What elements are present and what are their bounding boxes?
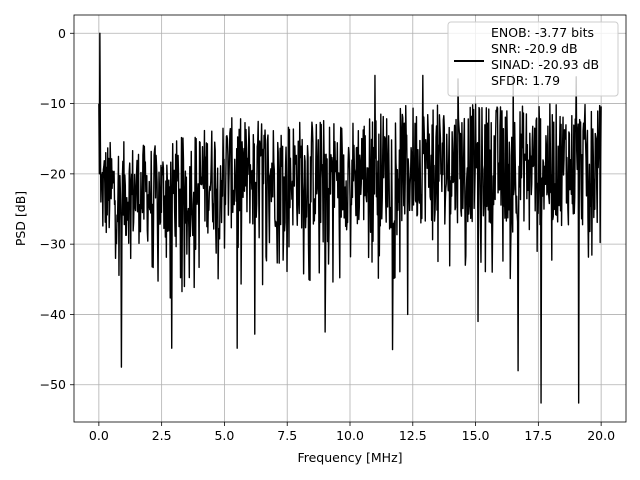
psd-line xyxy=(98,32,602,404)
y-tick-label: −10 xyxy=(40,96,66,111)
y-tick-label: −20 xyxy=(40,166,66,181)
x-tick-label: 0.0 xyxy=(89,428,109,443)
legend-entry-enob: ENOB: -3.77 bits xyxy=(491,25,594,40)
y-tick-label: −50 xyxy=(40,377,66,392)
legend-entry-sfdr: SFDR: 1.79 xyxy=(491,73,560,88)
y-axis-label: PSD [dB] xyxy=(13,191,28,246)
x-tick-label: 20.0 xyxy=(587,428,615,443)
x-axis-label: Frequency [MHz] xyxy=(297,450,402,465)
x-tick-label: 12.5 xyxy=(399,428,427,443)
series-psd xyxy=(98,32,602,404)
plot-frame xyxy=(73,14,627,423)
legend-box xyxy=(447,21,619,97)
legend: ENOB: -3.77 bits SNR: -20.9 dB SINAD: -2… xyxy=(447,21,619,97)
y-tick-label: −40 xyxy=(40,307,66,322)
x-tick-label: 2.5 xyxy=(152,428,172,443)
legend-entry-sinad: SINAD: -20.93 dB xyxy=(491,57,599,72)
y-tick-label: −30 xyxy=(40,237,66,252)
x-tick-label: 17.5 xyxy=(524,428,552,443)
x-tick-label: 5.0 xyxy=(214,428,234,443)
axes: 0.0 2.5 5.0 7.5 10.0 12.5 15.0 17.5 20.0 0 −10 −20 −… xyxy=(40,14,627,443)
x-tick-label: 10.0 xyxy=(336,428,364,443)
x-tick-label: 7.5 xyxy=(277,428,297,443)
legend-entry-snr: SNR: -20.9 dB xyxy=(491,41,578,56)
y-tick-label: 0 xyxy=(58,26,66,41)
x-tick-label: 15.0 xyxy=(462,428,490,443)
